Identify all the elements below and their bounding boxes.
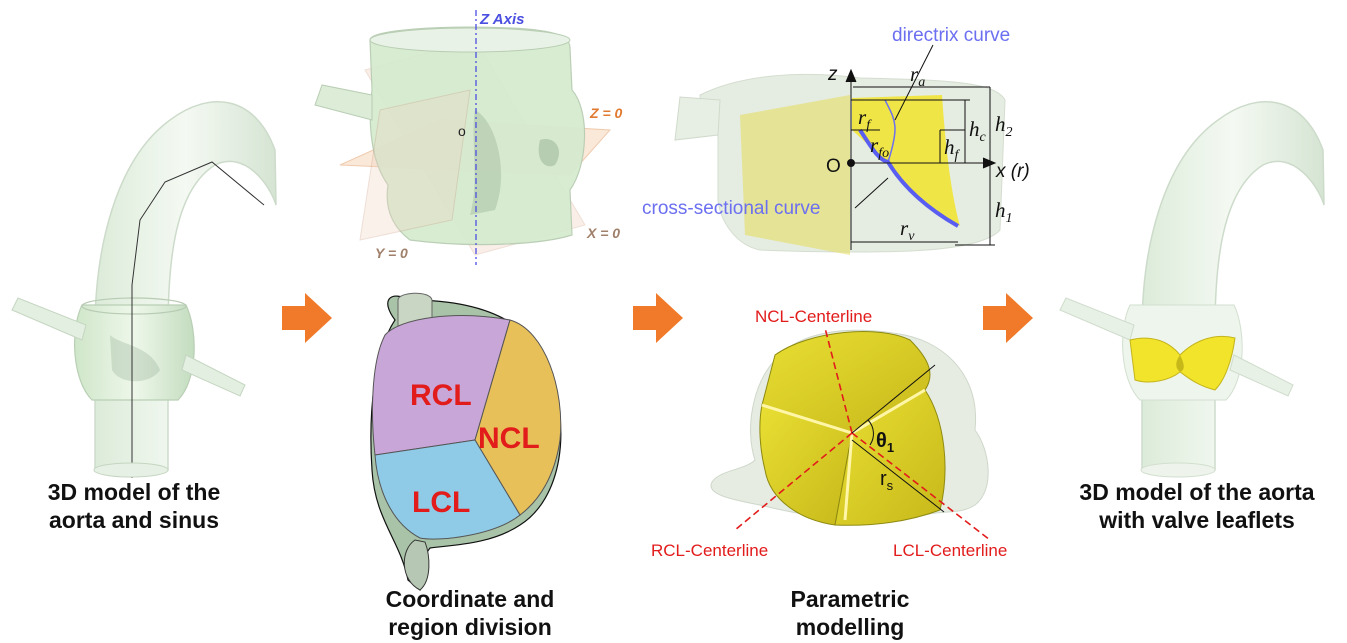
parametric-leaflet-back <box>740 95 850 255</box>
aorta-sinus-top-ring <box>81 297 187 315</box>
flow-arrow-1 <box>282 293 332 343</box>
z-axis-param-label: z <box>827 64 838 85</box>
aorta-bottom-ring <box>93 462 169 478</box>
caption-coordinate-line1: Coordinate and <box>385 586 555 612</box>
caption-coordinate: Coordinate and region division <box>345 585 595 641</box>
theta-ref-line <box>851 364 936 434</box>
plane-y0 <box>359 89 471 241</box>
h2-subscript: 2 <box>1006 125 1013 140</box>
caption-result-line1: 3D model of the aorta <box>1079 479 1315 505</box>
caption-parametric-line1: Parametric <box>790 586 910 612</box>
x-axis-arrowhead <box>982 157 997 169</box>
rcl-label: RCL <box>410 379 472 412</box>
hf-subscript: f <box>955 148 961 163</box>
rcl-centerline-label: RCL-Centerline <box>651 541 768 560</box>
rv-subscript: v <box>908 229 915 244</box>
caption-parametric-line2: modelling <box>795 614 905 640</box>
leaflet-left <box>759 404 853 526</box>
lcl-centerline-label: LCL-Centerline <box>893 541 1007 560</box>
cross-sectional-curve <box>858 128 959 228</box>
valve-top-view <box>710 329 989 526</box>
leaflet-top <box>761 331 931 434</box>
h1-subscript: 1 <box>1006 211 1013 226</box>
flow-arrow-3 <box>983 293 1033 343</box>
result-left-branch <box>1059 297 1135 341</box>
caption-parametric: Parametric modelling <box>735 585 965 641</box>
sinus-shading <box>470 110 502 215</box>
parametric-branch <box>674 96 721 141</box>
h1-symbol: h1 <box>995 198 1013 226</box>
aorta-centerline <box>131 161 265 478</box>
rf-subscript: f <box>866 118 872 133</box>
centerlines <box>734 327 991 541</box>
cross-sectional-curve-label: cross-sectional curve <box>642 198 820 219</box>
lcl-centerline-line <box>851 432 991 541</box>
coordinate-system-model <box>314 10 612 265</box>
origin-dot <box>847 159 855 167</box>
sinus-branch <box>314 84 373 121</box>
origin-label: o <box>458 123 466 139</box>
ra-symbol: ra <box>910 62 925 90</box>
caption-aorta-sinus: 3D model of the aorta and sinus <box>24 478 244 534</box>
result-right-branch <box>1229 354 1294 397</box>
y0-plane-label: Y = 0 <box>375 245 408 261</box>
x0-plane-label: X = 0 <box>586 225 620 241</box>
aorta-valve-model <box>1059 101 1325 478</box>
caption-result: 3D model of the aorta with valve leaflet… <box>1052 478 1342 534</box>
z-axis-label: Z Axis <box>479 11 524 28</box>
region-lcl <box>374 439 521 540</box>
result-bottom-ring <box>1140 462 1216 478</box>
aorta-sinus-model <box>11 101 277 478</box>
rs-dim-line <box>851 439 945 513</box>
caption-result-line2: with valve leaflets <box>1099 507 1295 533</box>
region-ncl <box>474 319 562 516</box>
caption-aorta-sinus-line2: aorta and sinus <box>49 507 219 533</box>
rcl-centerline-line <box>734 432 853 531</box>
result-valve-shading <box>1176 355 1184 372</box>
directrix-curve-label: directrix curve <box>892 25 1010 46</box>
parametric-leaflet <box>852 95 960 226</box>
aorta-sinus-shading <box>110 335 160 382</box>
caption-coordinate-line2: region division <box>388 614 552 640</box>
z-axis-arrowhead <box>845 68 857 83</box>
ncl-centerline-label: NCL-Centerline <box>755 307 872 326</box>
rfo-subscript: fo <box>878 146 889 161</box>
region-bottom-stub <box>403 539 430 591</box>
lcl-label: LCL <box>412 486 470 519</box>
rs-subscript: s <box>887 478 894 493</box>
hc-subscript: c <box>980 130 987 145</box>
directrix-pointer <box>894 44 934 121</box>
ra-subscript: a <box>918 75 925 90</box>
sinus-volume <box>369 26 586 246</box>
h2-symbol: h2 <box>995 112 1013 140</box>
parametric-dimension-lines <box>845 44 997 250</box>
ncl-label: NCL <box>478 422 540 455</box>
aorta-left-branch <box>11 297 87 341</box>
theta-arc <box>867 419 874 446</box>
leaflet-ridge-down <box>843 432 854 521</box>
aorta-right-branch <box>181 354 246 397</box>
sinus-coronary-bump <box>538 139 560 167</box>
sinus-top-rim <box>369 27 571 53</box>
directrix-curve <box>884 99 896 163</box>
aorta-arch <box>94 101 277 471</box>
cross-section-pointer <box>854 177 889 209</box>
z0-plane-label: Z = 0 <box>589 105 623 121</box>
region-division-model <box>370 292 562 592</box>
result-aorta-arch <box>1141 101 1325 471</box>
x-axis-param-label: x (r) <box>995 161 1030 182</box>
caption-aorta-sinus-line1: 3D model of the <box>47 479 221 505</box>
origin-param-label: O <box>826 156 841 177</box>
flow-arrow-2 <box>633 293 683 343</box>
ncl-centerline-line <box>824 327 853 434</box>
theta-subscript: 1 <box>887 440 894 455</box>
